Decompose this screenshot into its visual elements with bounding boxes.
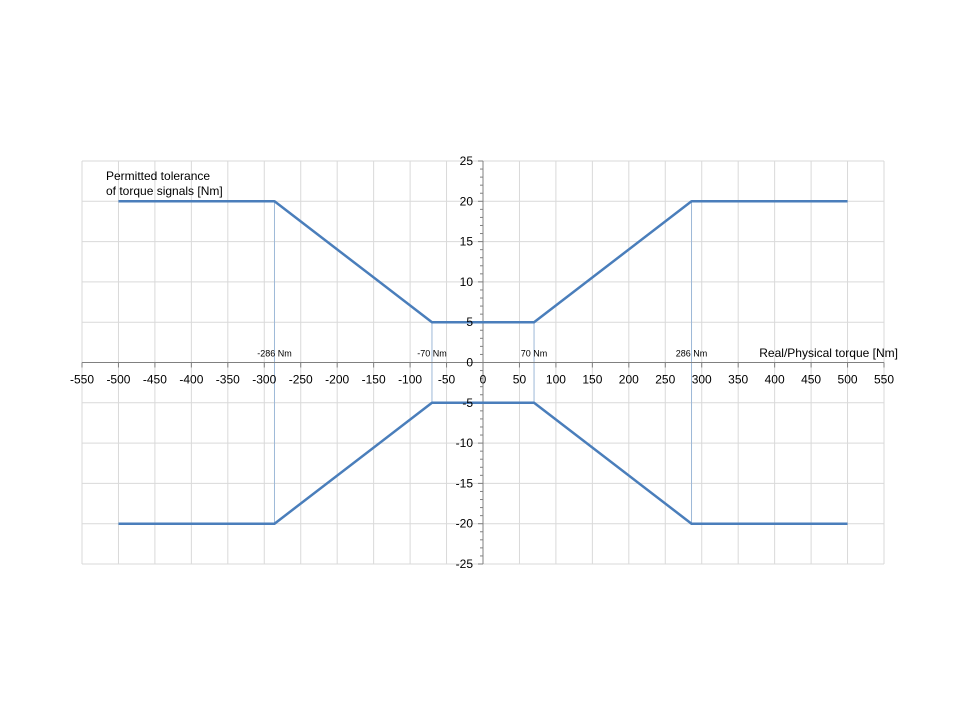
x-tick-label: 200	[619, 373, 639, 387]
annotations: -286 Nm -70 Nm 70 Nm 286 Nm	[257, 349, 707, 359]
x-tick-label: -300	[252, 373, 276, 387]
lower-tolerance-line	[118, 401, 848, 525]
x-tick-label: 500	[838, 373, 858, 387]
x-tick-label: 300	[692, 373, 712, 387]
x-tick-label: -100	[398, 373, 422, 387]
y-tick-label: -10	[456, 436, 474, 450]
y-tick-label: 0	[466, 356, 473, 370]
y-tick-label: -5	[462, 396, 473, 410]
x-tick-labels: -550 -500 -450 -400 -350 -300 -250 -200 -150 -100…	[70, 373, 894, 387]
upper-tolerance-line	[118, 200, 848, 324]
reference-label: -286 Nm	[257, 349, 292, 359]
series-lines	[118, 200, 848, 525]
x-tick-label: 250	[655, 373, 675, 387]
y-axis-title-line-1: Permitted tolerance	[106, 169, 210, 183]
x-tick-label: 350	[728, 373, 748, 387]
y-tick-labels: 25 20 15 10 5 0 -5 -10 -15 -20 -25	[456, 154, 474, 571]
x-tick-label: -450	[143, 373, 167, 387]
x-tick-label: -350	[216, 373, 240, 387]
x-tick-label: 50	[513, 373, 527, 387]
y-tick-label: 20	[460, 194, 474, 208]
reference-label: -70 Nm	[417, 349, 447, 359]
x-tick-label: -200	[325, 373, 349, 387]
x-axis-title: Real/Physical torque [Nm]	[759, 346, 898, 360]
x-tick-label: 100	[546, 373, 566, 387]
x-tick-label: 150	[582, 373, 602, 387]
x-tick-label: 400	[765, 373, 785, 387]
y-tick-label: 10	[460, 275, 474, 289]
x-tick-label: -550	[70, 373, 94, 387]
y-axis-title-line-2: of torque signals [Nm]	[106, 184, 223, 198]
y-tick-label: -25	[456, 557, 474, 571]
x-tick-label: -400	[179, 373, 203, 387]
y-tick-label: 15	[460, 235, 474, 249]
x-tick-label: 0	[480, 373, 487, 387]
x-tick-label: -250	[289, 373, 313, 387]
y-tick-label: -15	[456, 476, 474, 490]
y-tick-label: 25	[460, 154, 474, 168]
x-tick-label: -50	[438, 373, 456, 387]
x-tick-label: -150	[362, 373, 386, 387]
reference-label: 70 Nm	[521, 349, 548, 359]
y-tick-label: -20	[456, 517, 474, 531]
axes	[81, 160, 885, 565]
x-tick-label: -500	[106, 373, 130, 387]
reference-label: 286 Nm	[676, 349, 708, 359]
x-tick-label: 550	[874, 373, 894, 387]
x-tick-label: 450	[801, 373, 821, 387]
y-tick-label: 5	[466, 315, 473, 329]
